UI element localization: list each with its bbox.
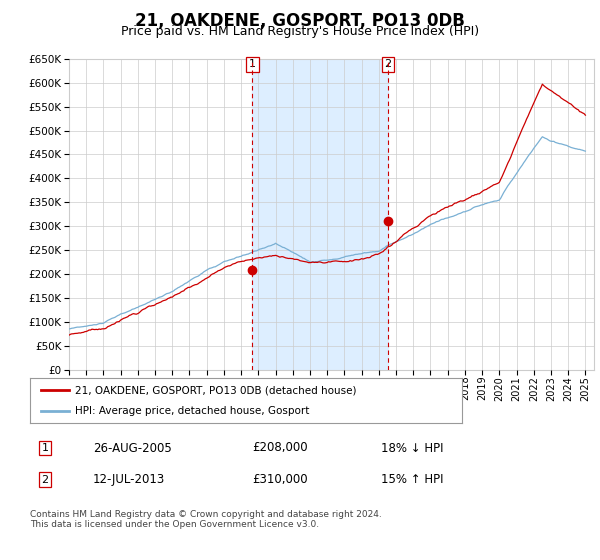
Text: 21, OAKDENE, GOSPORT, PO13 0DB (detached house): 21, OAKDENE, GOSPORT, PO13 0DB (detached… [76,385,357,395]
Text: Contains HM Land Registry data © Crown copyright and database right 2024.
This d: Contains HM Land Registry data © Crown c… [30,510,382,529]
Text: 18% ↓ HPI: 18% ↓ HPI [381,441,443,455]
Text: 1: 1 [41,443,49,453]
Text: 2: 2 [41,475,49,485]
Bar [253,59,388,370]
Text: HPI: Average price, detached house, Gosport: HPI: Average price, detached house, Gosp… [76,405,310,416]
Text: 15% ↑ HPI: 15% ↑ HPI [381,473,443,487]
Text: 2: 2 [385,59,392,69]
Text: 1: 1 [249,59,256,69]
Text: 26-AUG-2005: 26-AUG-2005 [93,441,172,455]
Text: £208,000: £208,000 [252,441,308,455]
Text: 21, OAKDENE, GOSPORT, PO13 0DB: 21, OAKDENE, GOSPORT, PO13 0DB [135,12,465,30]
Text: Price paid vs. HM Land Registry's House Price Index (HPI): Price paid vs. HM Land Registry's House … [121,25,479,38]
Text: £310,000: £310,000 [252,473,308,487]
Text: 12-JUL-2013: 12-JUL-2013 [93,473,165,487]
